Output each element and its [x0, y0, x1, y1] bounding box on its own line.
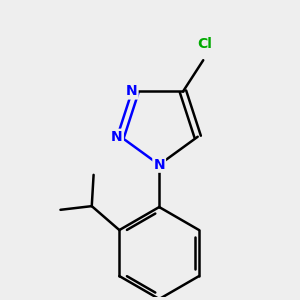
Text: N: N — [153, 158, 165, 172]
Text: Cl: Cl — [198, 37, 212, 51]
Text: N: N — [126, 85, 137, 98]
Text: N: N — [111, 130, 123, 144]
